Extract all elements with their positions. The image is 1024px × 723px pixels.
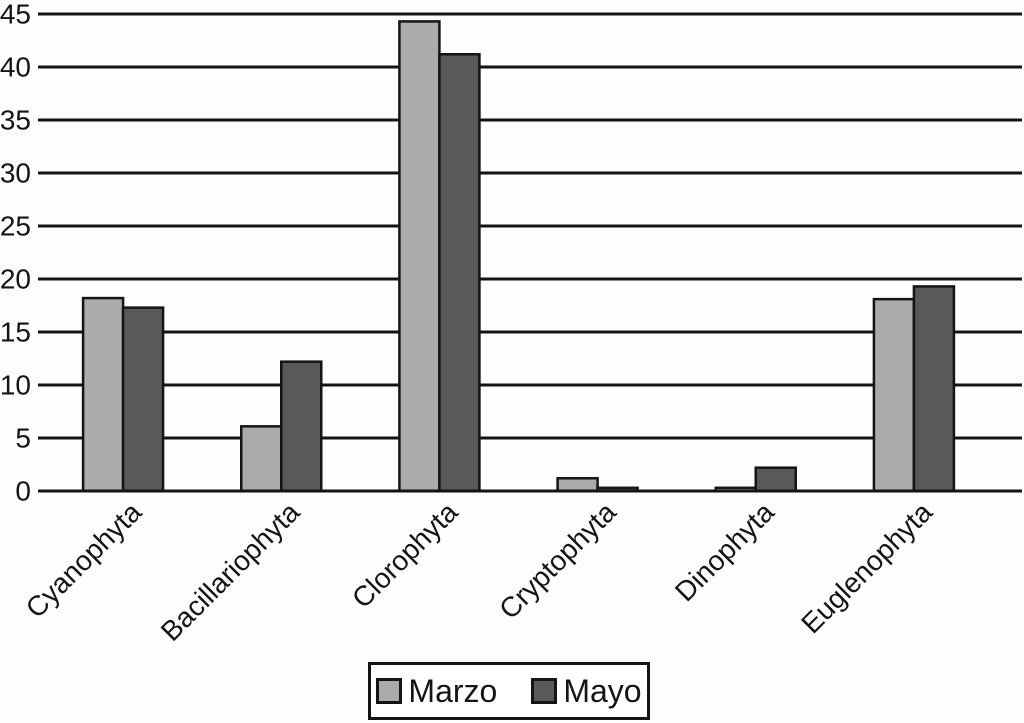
category-label: Cryptophyta [493, 496, 622, 625]
legend-label-mayo: Mayo [563, 673, 642, 709]
y-tick-label: 15 [0, 317, 31, 348]
marzo-swatch [376, 678, 403, 704]
y-tick-label: 20 [0, 264, 31, 295]
category-label: Euglenophyta [795, 496, 938, 639]
y-tick-label: 10 [0, 370, 31, 401]
bar-mayo-cyanophyta [121, 306, 165, 493]
category-label: Bacillariophyta [155, 496, 306, 647]
category-label: Dinophyta [669, 496, 780, 607]
category-label: Clorophyta [346, 496, 464, 614]
bar-marzo-euglenophyta [872, 297, 916, 493]
bar-marzo-cryptophyta [556, 477, 599, 493]
y-tick-label: 45 [0, 0, 31, 30]
legend-item-mayo: Mayo [531, 673, 642, 709]
bar-mayo-clorophyta [438, 53, 481, 493]
bar-mayo-euglenophyta [912, 285, 956, 493]
legend-item-marzo: Marzo [376, 675, 497, 707]
y-tick-label: 25 [0, 211, 31, 242]
bar-marzo-bacillariophyta [240, 425, 283, 493]
y-tick-label: 0 [15, 476, 31, 507]
y-tick-label: 35 [0, 105, 31, 136]
bar-mayo-dinophyta [754, 466, 797, 493]
y-tick-label: 30 [0, 158, 31, 189]
legend-label-marzo: Marzo [408, 673, 498, 709]
category-label: Cyanophyta [20, 496, 148, 624]
legend: Marzo Mayo [368, 662, 650, 720]
bar-mayo-bacillariophyta [280, 360, 323, 493]
bar-marzo-clorophyta [398, 20, 441, 493]
y-tick-label: 5 [15, 423, 31, 454]
y-tick-label: 40 [0, 52, 31, 83]
chart-canvas: 0 5 10 15 20 25 30 35 40 45 Cyanophyta Bacillarioph… [0, 0, 1022, 647]
bar-marzo-cyanophyta [81, 296, 125, 493]
mayo-swatch [531, 678, 558, 704]
